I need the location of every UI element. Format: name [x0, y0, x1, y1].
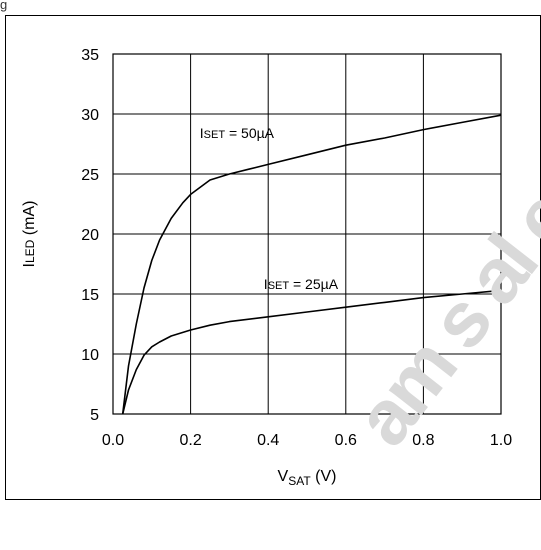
x-tick-label: 0.4	[257, 432, 279, 449]
y-tick-label: 30	[81, 107, 99, 124]
y-tick-label: 25	[81, 167, 99, 184]
y-tick-label: 5	[90, 407, 99, 424]
plot-area	[112, 53, 502, 415]
chart: 0.0 0.2 0.4 0.6 0.8 1.0 5 10 15 20 25 30 35 ISET = 5…	[21, 47, 512, 488]
y-tick-label: 15	[81, 287, 99, 304]
series-label: ISET = 25µA	[264, 276, 339, 292]
series-line	[121, 114, 502, 415]
x-tick-label: 0.6	[335, 432, 357, 449]
corner-text: g	[0, 0, 8, 12]
grid	[112, 53, 502, 415]
y-axis-label: ILED (mA)	[21, 201, 38, 268]
tick-labels: 0.0 0.2 0.4 0.6 0.8 1.0 5 10 15 20 25 30 35	[81, 47, 512, 449]
x-tick-label: 0.2	[179, 432, 201, 449]
curves	[121, 114, 502, 415]
series-labels: ISET = 50µA ISET = 25µA	[200, 125, 339, 292]
y-tick-label: 35	[81, 47, 99, 64]
chart-frame: 0.0 0.2 0.4 0.6 0.8 1.0 5 10 15 20 25 30 35 ISET = 5…	[5, 15, 541, 500]
x-tick-label: 0.8	[412, 432, 434, 449]
y-tick-label: 20	[81, 227, 99, 244]
x-axis-label: VSAT (V)	[278, 468, 337, 488]
series-label: ISET = 50µA	[200, 125, 275, 141]
x-tick-label: 1.0	[490, 432, 512, 449]
y-tick-label: 10	[81, 347, 99, 364]
x-tick-label: 0.0	[102, 432, 124, 449]
series-line	[121, 289, 502, 415]
